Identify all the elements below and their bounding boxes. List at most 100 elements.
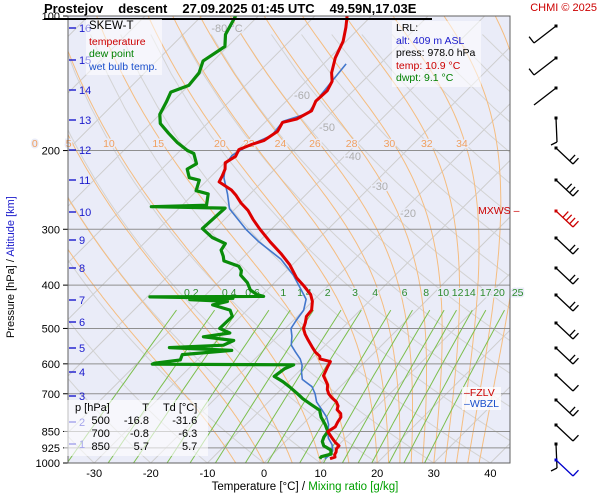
- station-coordinates: 49.59N,17.03E: [329, 1, 417, 16]
- y-axis-caption-altitude: Altitude [km]: [5, 196, 17, 257]
- legend-item: wet bulb temp.: [89, 60, 158, 73]
- wind-barb: [554, 293, 579, 312]
- pressure-tick-label: 200: [42, 146, 60, 158]
- sounding-datetime: 27.09.2025 01:45 UTC: [182, 1, 315, 16]
- table-row: 500 -16.8 -31.6: [68, 415, 204, 428]
- saturated-adiabats: [68, 16, 510, 463]
- x-axis-caption-temperature: Temperature [°C] /: [211, 481, 306, 493]
- lrl-temperature: temp: 10.9 °C: [396, 59, 461, 72]
- table-cell: 700: [91, 428, 110, 440]
- table-cell: 500: [91, 415, 110, 427]
- wind-barb: [554, 178, 579, 197]
- isotherm-label: -60: [294, 90, 310, 102]
- sounding-curves: [148, 16, 349, 461]
- mixing-ratio-label: 14: [464, 287, 476, 299]
- wet-bulb-zero-label: –WBZL: [464, 397, 500, 410]
- isotherm-label: -30: [372, 181, 388, 193]
- legend: SKEW-T temperature dew point wet bulb temp…: [86, 19, 163, 75]
- lrl-dewpoint: dwpt: 9.1 °C: [396, 72, 454, 84]
- isotherm-label: -50: [319, 122, 335, 134]
- table-header: Td [°C]: [162, 402, 198, 414]
- wind-barb: [554, 146, 579, 165]
- mixing-ratio-label: 17: [480, 287, 492, 299]
- pressure-tick-label: 500: [42, 323, 60, 335]
- station-name: Prostejov: [44, 1, 104, 16]
- wind-barb: [528, 24, 558, 44]
- table-header: p [hPa]: [75, 402, 110, 414]
- copyright-label: CHMI © 2025: [530, 2, 597, 14]
- wind-barb: [554, 266, 579, 285]
- saturated-adiabat-label: 24: [275, 138, 287, 150]
- altitude-tick-label: 13: [79, 115, 91, 127]
- mixing-ratio-label: 2: [325, 287, 331, 299]
- table-cell: 5.7: [182, 441, 198, 453]
- table-row: 850 5.7 5.7: [68, 441, 204, 454]
- lrl-info-box: LRL: alt: 409 m ASL press: 978.0 hPa tem…: [392, 21, 482, 87]
- pressure-tick-label: 400: [42, 280, 60, 292]
- wind-barb: [554, 236, 579, 255]
- altitude-tick-label: 6: [79, 317, 85, 329]
- wind-barb: [554, 458, 579, 477]
- legend-item: dew point: [89, 48, 134, 60]
- temp-tick-label: -10: [199, 468, 215, 480]
- saturated-adiabat-label: 34: [456, 138, 468, 150]
- wind-barb: [533, 86, 558, 106]
- mixing-ratio-label: 3: [352, 287, 358, 299]
- mixing-ratio-label: 6: [402, 287, 408, 299]
- x-axis-caption-mixing: Mixing ratio [g/kg]: [308, 481, 399, 493]
- x-axis-caption: Temperature [°C] / Mixing ratio [g/kg]: [160, 481, 450, 493]
- y-axis-caption-pressure: Pressure [hPa] /: [5, 259, 17, 338]
- saturated-adiabat-label: 10: [103, 138, 115, 150]
- temp-tick-label: 40: [484, 468, 496, 480]
- mixing-ratio-label: 25: [512, 287, 524, 299]
- wind-barb: [554, 423, 579, 442]
- wind-barb: [554, 398, 579, 417]
- temp-tick-label: 10: [314, 468, 326, 480]
- saturated-adiabat-label: 30: [384, 138, 396, 150]
- isotherms: [68, 16, 510, 463]
- saturated-adiabat-label: 20: [214, 138, 226, 150]
- mixing-ratio-label: 4: [372, 287, 378, 299]
- legend-item: temperature: [89, 35, 146, 48]
- lrl-title: LRL:: [396, 22, 419, 34]
- altitude-tick-label: 14: [79, 85, 91, 97]
- isotherm-label: -20: [400, 208, 416, 220]
- table-cell: -16.8: [123, 415, 149, 427]
- pressure-tick-label: 700: [42, 389, 60, 401]
- altitude-tick-label: 8: [79, 263, 85, 275]
- wind-barb: [554, 373, 579, 392]
- table-header: T: [142, 402, 149, 414]
- wind-barb-column: [528, 24, 579, 477]
- wind-barb: [550, 442, 558, 472]
- altitude-tick-label: 12: [79, 145, 91, 157]
- saturated-adiabat-label: 26: [309, 138, 321, 150]
- saturated-adiabat-label: 5: [66, 138, 72, 150]
- pressure-tick-label: 850: [42, 426, 60, 438]
- legend-items: temperature dew point wet bulb temp.: [89, 36, 157, 74]
- wind-barb: [554, 209, 579, 228]
- wind-barb: [528, 56, 558, 76]
- level-annotations: –FZLV –WBZL: [462, 387, 502, 410]
- altitude-tick-label: 4: [79, 367, 85, 379]
- wind-barb: [550, 116, 558, 146]
- lrl-pressure: press: 978.0 hPa: [396, 47, 476, 59]
- altitude-tick-label: 5: [79, 343, 85, 355]
- table-row: 700 -0.8 -6.3: [68, 428, 204, 441]
- isotherm-label: -40: [345, 151, 361, 163]
- freezing-level-label: –FZLV: [464, 387, 495, 399]
- mixing-ratio-label: 8: [423, 287, 429, 299]
- altitude-tick-label: 10: [79, 207, 91, 219]
- pressure-tick-label: 1000: [36, 458, 60, 470]
- altitude-tick-label: 9: [79, 235, 85, 247]
- temp-tick-label: 20: [371, 468, 383, 480]
- table-cell: -6.3: [178, 428, 198, 440]
- altitude-tick-label: 11: [79, 175, 90, 187]
- saturated-adiabat-label: 0: [32, 138, 38, 150]
- sounding-mode: descent: [118, 1, 168, 16]
- altitude-tick-label: 7: [79, 295, 85, 307]
- temp-tick-label: 0: [261, 468, 267, 480]
- level-table: p [hPa] T Td [°C] 500 -16.8 -31.6 700 -0.8 -6.3 8…: [64, 400, 209, 456]
- diagram-type-label: SKEW-T: [89, 20, 134, 32]
- lrl-altitude: alt: 409 m ASL: [396, 34, 465, 47]
- temp-tick-label: -30: [86, 468, 102, 480]
